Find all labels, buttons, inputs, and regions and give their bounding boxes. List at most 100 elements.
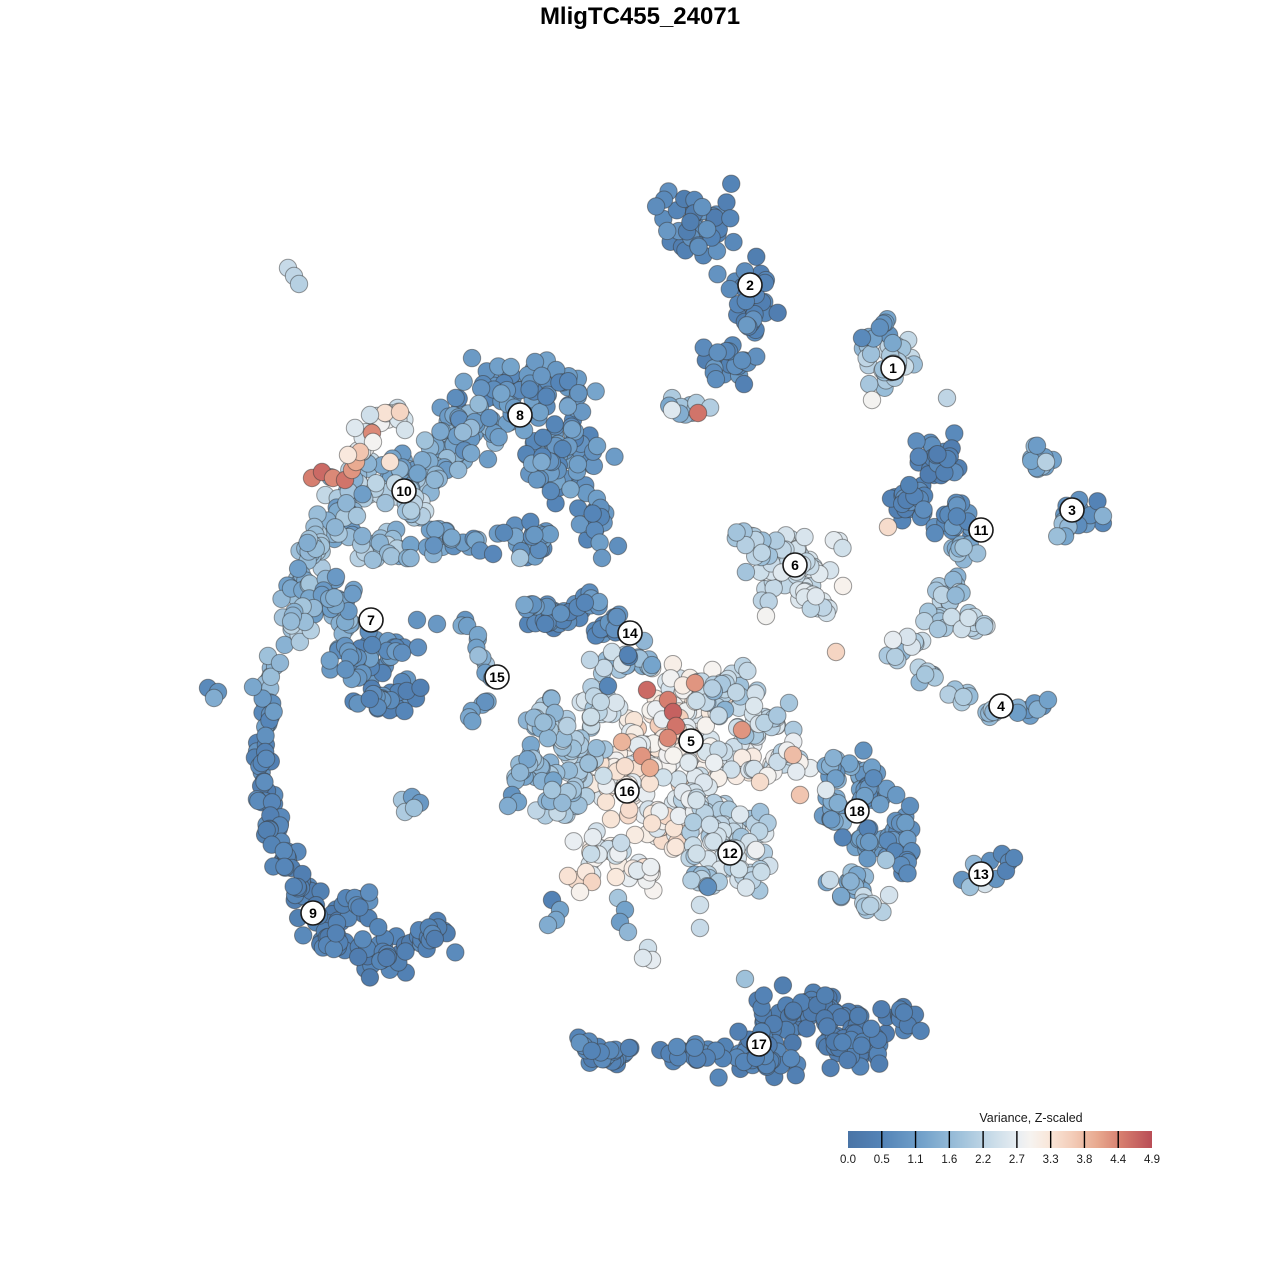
data-point (326, 567, 346, 587)
data-point (945, 424, 964, 443)
data-point (469, 646, 488, 665)
data-point (564, 832, 583, 851)
data-point (343, 584, 362, 604)
cluster-label-text: 3 (1068, 502, 1076, 518)
data-point (353, 930, 372, 949)
colorbar-tick-label: 0.0 (840, 1154, 856, 1166)
data-point (752, 862, 771, 882)
data-point (633, 948, 653, 968)
data-point (530, 403, 549, 422)
data-point (353, 526, 372, 546)
data-point (768, 303, 787, 322)
data-point (727, 523, 746, 542)
cluster-label-17: 17 (746, 1031, 772, 1057)
data-point (586, 382, 605, 401)
data-point (826, 642, 846, 662)
data-point (744, 696, 764, 716)
data-point (264, 702, 283, 721)
cluster-4-points (878, 603, 1052, 727)
data-point (795, 527, 814, 547)
data-point (752, 543, 772, 562)
cluster-label-text: 9 (309, 905, 317, 921)
data-point (294, 926, 313, 945)
data-point (689, 237, 708, 257)
data-point (662, 400, 682, 420)
data-point (946, 586, 965, 605)
data-point (687, 844, 706, 863)
data-point (453, 423, 473, 442)
data-point (404, 798, 424, 818)
data-point (1027, 436, 1047, 455)
data-point (666, 837, 685, 857)
data-point (431, 422, 450, 441)
cluster-label-8: 8 (507, 402, 533, 428)
data-point (353, 485, 372, 504)
data-point (336, 660, 355, 679)
data-point (446, 388, 465, 408)
data-point (687, 691, 706, 710)
data-point (469, 394, 488, 414)
cluster-label-text: 12 (722, 845, 738, 861)
data-point (783, 745, 803, 765)
data-point (729, 1022, 748, 1041)
data-point (641, 857, 660, 877)
data-point (601, 810, 621, 829)
data-point (363, 550, 383, 570)
data-point (786, 1066, 805, 1085)
data-point (915, 612, 934, 631)
data-point (736, 562, 756, 582)
data-point (900, 475, 919, 495)
cluster-18-points (813, 741, 921, 922)
cluster-label-text: 7 (367, 612, 375, 628)
data-point (618, 645, 638, 665)
cluster-17-points (569, 976, 930, 1087)
data-point (337, 494, 356, 513)
cluster-label-10: 10 (391, 478, 417, 504)
cluster-label-text: 10 (396, 483, 412, 499)
data-point (872, 1000, 891, 1019)
data-point (553, 793, 572, 813)
data-point (685, 1038, 704, 1057)
cluster-label-text: 13 (973, 866, 989, 882)
data-point (618, 922, 638, 942)
data-point (734, 374, 754, 394)
cluster-label-3: 3 (1059, 497, 1085, 523)
data-point (682, 871, 701, 890)
colorbar-tick-label: 0.5 (874, 1154, 890, 1166)
data-point (947, 507, 967, 526)
data-point (928, 445, 947, 464)
data-point (852, 328, 872, 348)
data-point (347, 506, 367, 526)
data-point (820, 870, 840, 890)
data-point (204, 688, 224, 708)
data-point (750, 772, 770, 792)
data-point (442, 528, 461, 547)
data-point (534, 713, 553, 732)
data-point (345, 418, 365, 438)
data-point (681, 212, 700, 232)
data-point (408, 638, 428, 657)
data-point (290, 632, 310, 652)
data-point (349, 947, 368, 967)
data-point (532, 366, 551, 385)
data-point (756, 606, 776, 626)
data-point (594, 766, 613, 785)
data-point (688, 403, 708, 423)
points-layer (198, 174, 1113, 1087)
data-point (583, 504, 602, 523)
data-point (664, 746, 683, 765)
data-point (498, 796, 518, 816)
data-point (243, 677, 263, 697)
data-point (461, 444, 481, 463)
data-point (773, 976, 793, 995)
data-point (768, 706, 787, 725)
cluster-label-6: 6 (782, 552, 808, 578)
colorbar-tick-label: 1.1 (908, 1154, 924, 1166)
data-point (787, 762, 806, 781)
data-point (510, 763, 530, 782)
data-point (909, 447, 928, 466)
cluster-14-points (515, 583, 629, 645)
data-point (580, 650, 600, 670)
cluster-label-text: 14 (622, 625, 638, 641)
data-point (708, 265, 727, 284)
